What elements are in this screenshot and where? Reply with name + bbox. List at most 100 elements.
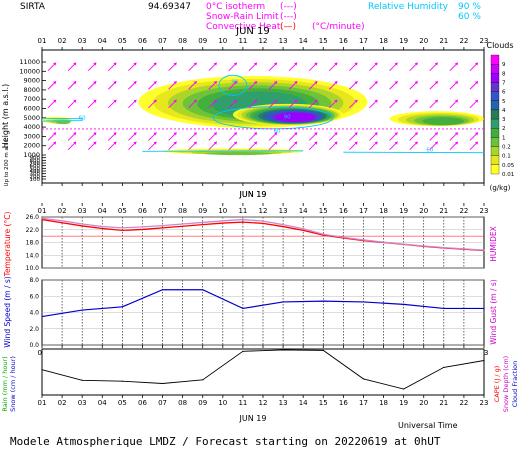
wind-point — [202, 289, 204, 291]
temp-point — [443, 247, 445, 249]
cloud-date-label: JUN 19 — [235, 26, 270, 37]
temp-hour-tick-label: 03 — [78, 207, 87, 215]
temp-point — [382, 241, 385, 243]
height-axis-label: Height (m a.s.l.) — [1, 84, 10, 149]
rain-hour-tick-label: 09 — [198, 399, 207, 407]
wind-arrow-head — [454, 62, 458, 66]
rain-point — [41, 369, 43, 371]
rain-hour-tick-label: 08 — [178, 399, 187, 407]
wind-arrow-head — [73, 141, 77, 145]
wind-point — [443, 307, 445, 310]
wind-arrow-head — [73, 81, 77, 85]
temp-tick-label: 18.0 — [26, 240, 40, 247]
cloud-top-hour-tick-label: 14 — [299, 37, 308, 45]
rain-hour-tick-label: 18 — [379, 399, 388, 407]
height-tick-label: 8000 — [23, 86, 40, 94]
wind-arrow-head — [354, 141, 358, 145]
wind-arrow-head — [93, 99, 97, 103]
wind-arrow-head — [253, 132, 257, 136]
wind-arrow-head — [53, 99, 57, 103]
rain-point — [202, 379, 204, 381]
temp-hour-tick-label: 11 — [238, 207, 247, 215]
wind-arrow-head — [73, 62, 77, 66]
wind-tick-label: 8.0 — [29, 277, 39, 284]
colorbar-unit: (g/kg) — [490, 184, 511, 192]
rain-point — [242, 350, 244, 352]
rh-contour — [142, 150, 485, 154]
rain-point — [322, 349, 324, 351]
temp-point — [61, 222, 63, 224]
colorbar-tick-label: 4 — [502, 108, 506, 114]
height-tick-label: 3000 — [23, 132, 40, 140]
temp-point — [242, 218, 244, 221]
wind-arrow-head — [53, 132, 57, 136]
temp-point — [202, 224, 204, 226]
wind-arrow-head — [354, 132, 358, 136]
wind-arrow-head — [454, 81, 458, 85]
wind-arrow-head — [153, 81, 157, 85]
wind-arrow-head — [173, 99, 177, 103]
cloud-top-hour-tick-label: 18 — [379, 37, 388, 45]
wind-point — [121, 306, 123, 308]
wind-arrow-head — [374, 132, 378, 136]
wind-arrow-head — [133, 81, 137, 85]
rain-series-line — [41, 349, 485, 390]
wind-tick-label: 4.0 — [29, 310, 39, 317]
wind-arrow-head — [414, 99, 418, 103]
wind-arrow-head — [253, 81, 257, 85]
wind-arrow-head — [133, 141, 137, 145]
temp-hour-tick-label: 04 — [98, 207, 107, 215]
wind-point — [362, 301, 365, 303]
temp-hour-tick-label: 07 — [158, 207, 167, 215]
rh-level-60: 60 % — [458, 12, 481, 22]
temp-point — [41, 218, 43, 221]
temp-hour-tick-label: 06 — [138, 207, 147, 215]
height-tick-label: 400 — [30, 169, 41, 175]
temp-hour-tick-label: 16 — [339, 207, 348, 215]
cloud-top-hour-tick-label: 05 — [118, 37, 127, 45]
rh-level-90: 90 % — [458, 2, 481, 12]
legend-isotherm-label: 0°C isotherm — [206, 2, 265, 12]
wind-arrow-head — [314, 62, 318, 66]
snow-depth-axis-label: Snow Depth (cm) — [502, 356, 510, 412]
height-tick-label: 9000 — [23, 77, 40, 85]
cloud-top-hour-tick-label: 15 — [319, 37, 328, 45]
wind-arrow-head — [53, 62, 57, 66]
wind-point — [41, 315, 43, 318]
cloud-blob — [205, 151, 273, 156]
wind-arrow-head — [294, 141, 298, 145]
wind-arrow-head — [354, 81, 358, 85]
wind-arrow-head — [173, 62, 177, 66]
height-tick-label: 4000 — [23, 123, 40, 131]
rain-point — [403, 388, 405, 390]
temp-point — [222, 220, 224, 222]
height-tick-label: 800 — [30, 158, 41, 164]
height-tick-label: 900 — [30, 156, 41, 162]
wind-arrow-head — [213, 81, 217, 85]
wind-tick-label: 6.0 — [29, 293, 39, 300]
relative-humidity-label: Relative Humidity — [368, 2, 449, 12]
wind-arrow-head — [414, 141, 418, 145]
rain-point — [161, 382, 164, 385]
temp-point — [262, 222, 264, 224]
height-tick-label: 11000 — [19, 58, 40, 66]
height-tick-label: 700 — [30, 161, 41, 167]
wind-arrow-head — [354, 62, 358, 66]
wind-panel: 8.0 6.0 4.0 2.0 0.0 Wind Speed (m / s) Wind Gu… — [3, 276, 498, 357]
wind-arrow-head — [434, 81, 438, 85]
wind-point — [403, 303, 405, 305]
wind-arrow-head — [334, 132, 338, 136]
universal-time-label: Universal Time — [398, 421, 458, 430]
temp-hour-tick-label: 17 — [359, 207, 368, 215]
rain-hour-tick-label: 17 — [359, 399, 368, 407]
rain-point — [121, 380, 123, 382]
wind-arrow-head — [474, 99, 478, 103]
wind-arrow-head — [434, 99, 438, 103]
temp-hour-tick-label: 20 — [419, 207, 428, 215]
temp-tick-label: 26.0 — [26, 214, 40, 221]
rain-hour-tick-label: 06 — [138, 399, 147, 407]
rain-hour-tick-label: 21 — [439, 399, 448, 407]
wind-point — [483, 307, 485, 310]
colorbar-tick-label: 7 — [502, 80, 506, 86]
